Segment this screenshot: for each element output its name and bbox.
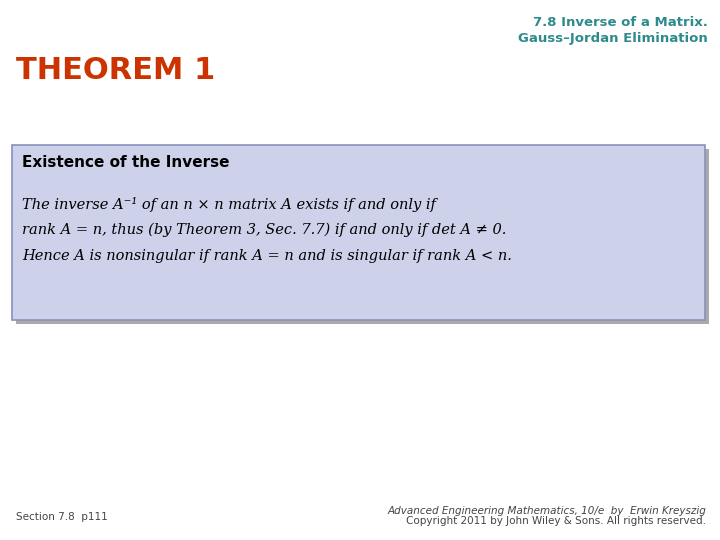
Text: Hence A is nonsingular if rank A = n and is singular if rank A < n.: Hence A is nonsingular if rank A = n and…: [22, 249, 512, 263]
Text: The inverse A⁻¹ of an n × n matrix A exists if and only if: The inverse A⁻¹ of an n × n matrix A exi…: [22, 197, 436, 212]
Text: THEOREM 1: THEOREM 1: [16, 56, 215, 85]
FancyBboxPatch shape: [16, 149, 709, 324]
Text: Section 7.8  p111: Section 7.8 p111: [16, 512, 108, 522]
Text: Advanced Engineering Mathematics, 10/e  by  Erwin Kreyszig: Advanced Engineering Mathematics, 10/e b…: [387, 506, 706, 516]
Text: Existence of the Inverse: Existence of the Inverse: [22, 155, 230, 170]
Text: Copyright 2011 by John Wiley & Sons. All rights reserved.: Copyright 2011 by John Wiley & Sons. All…: [406, 516, 706, 526]
FancyBboxPatch shape: [12, 145, 705, 320]
Text: 7.8 Inverse of a Matrix.: 7.8 Inverse of a Matrix.: [533, 16, 708, 29]
Text: rank A = n, thus (by Theorem 3, Sec. 7.7) if and only if det A ≠ 0.: rank A = n, thus (by Theorem 3, Sec. 7.7…: [22, 223, 506, 238]
Text: Gauss–Jordan Elimination: Gauss–Jordan Elimination: [518, 32, 708, 45]
